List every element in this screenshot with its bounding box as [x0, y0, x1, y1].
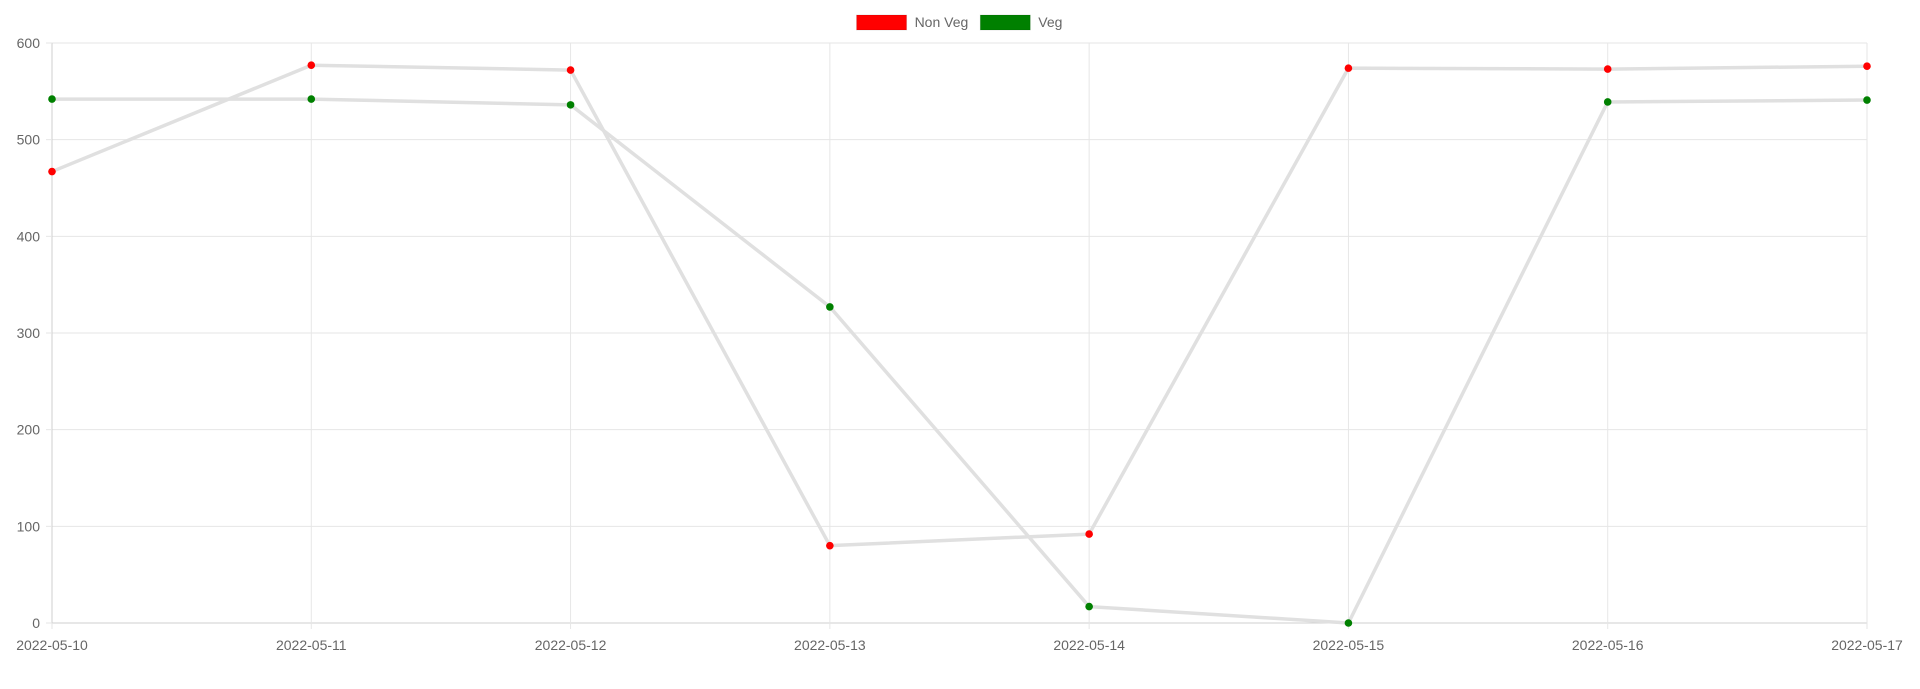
data-point-non-veg[interactable]	[1603, 65, 1612, 73]
legend-swatch-veg	[979, 14, 1031, 31]
y-tick-label: 400	[17, 228, 41, 244]
x-tick-label: 2022-05-11	[276, 637, 347, 653]
x-tick-label: 2022-05-12	[535, 637, 607, 653]
y-tick-label: 300	[17, 325, 41, 341]
series-points	[48, 61, 1871, 627]
data-point-veg[interactable]	[307, 95, 316, 103]
data-point-veg[interactable]	[1603, 98, 1612, 106]
data-point-non-veg[interactable]	[826, 541, 834, 550]
legend-swatch-non-veg	[856, 14, 908, 31]
x-tick-label: 2022-05-10	[16, 637, 88, 653]
data-point-veg[interactable]	[1863, 96, 1871, 104]
data-point-veg[interactable]	[1344, 619, 1353, 627]
legend-label-non-veg: Non Veg	[915, 14, 969, 30]
y-tick-label: 600	[17, 35, 41, 51]
x-tick-label: 2022-05-16	[1572, 637, 1644, 653]
legend[interactable]: Non Veg Veg	[856, 14, 1063, 31]
data-point-veg[interactable]	[1085, 602, 1093, 611]
series-line-veg	[52, 97, 1868, 625]
data-point-non-veg[interactable]	[1344, 64, 1353, 72]
series-lines	[51, 63, 1868, 625]
y-tick-label: 0	[32, 615, 40, 631]
data-point-non-veg[interactable]	[1085, 530, 1093, 538]
data-point-non-veg[interactable]	[307, 61, 316, 70]
legend-item-veg[interactable]: Veg	[979, 14, 1062, 31]
axes: 0 100 200 300 400 500 600 2022-05-10 2022-05-11 2…	[16, 35, 1903, 653]
x-tick-label: 2022-05-14	[1053, 637, 1125, 653]
x-tick-label: 2022-05-13	[794, 637, 866, 653]
y-tick-label: 100	[17, 518, 41, 534]
x-tick-label: 2022-05-15	[1313, 637, 1385, 653]
y-tick-label: 200	[17, 422, 41, 438]
grid-lines	[51, 42, 1868, 624]
data-point-non-veg[interactable]	[1863, 62, 1871, 70]
data-point-non-veg[interactable]	[48, 167, 56, 176]
legend-label-veg: Veg	[1038, 14, 1062, 30]
y-tick-label: 500	[17, 132, 41, 148]
series-line-non-veg	[51, 63, 1868, 548]
data-point-veg[interactable]	[566, 101, 575, 109]
data-point-veg[interactable]	[826, 303, 834, 311]
data-point-non-veg[interactable]	[566, 66, 575, 74]
legend-item-non-veg[interactable]: Non Veg	[856, 14, 969, 31]
data-point-veg[interactable]	[48, 95, 56, 103]
x-tick-label: 2022-05-17	[1831, 637, 1903, 653]
